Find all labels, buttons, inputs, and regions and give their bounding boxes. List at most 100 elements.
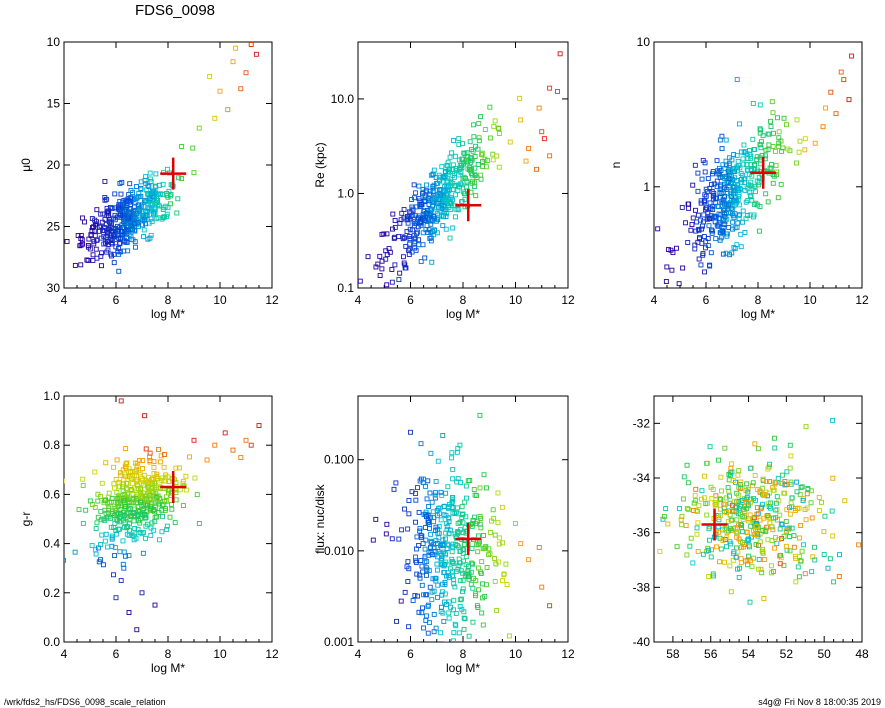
- data-point: [443, 193, 449, 199]
- data-point: [103, 510, 109, 516]
- data-point: [718, 182, 724, 188]
- data-point: [445, 541, 450, 547]
- data-point: [445, 524, 451, 530]
- data-point: [695, 520, 701, 526]
- data-point: [738, 244, 744, 250]
- data-point: [133, 184, 139, 189]
- data-point: [164, 523, 170, 529]
- data-point: [695, 212, 701, 218]
- data-point: [717, 137, 723, 143]
- data-point: [450, 466, 456, 472]
- data-point: [744, 162, 750, 168]
- data-point: [168, 501, 174, 507]
- data-point: [684, 552, 690, 558]
- data-point: [722, 526, 728, 531]
- data-point: [157, 459, 163, 465]
- data-point: [389, 267, 395, 272]
- data-point: [131, 227, 137, 233]
- data-point: [425, 630, 431, 636]
- data-point: [423, 210, 429, 216]
- data-point: [122, 213, 128, 219]
- data-point: [445, 159, 451, 165]
- data-point: [146, 184, 152, 189]
- data-point: [78, 236, 84, 241]
- data-point: [396, 536, 402, 542]
- data-point: [736, 522, 741, 528]
- data-point: [153, 184, 159, 190]
- data-point: [731, 188, 737, 194]
- data-point: [430, 203, 436, 209]
- data-point: [462, 616, 468, 622]
- x-tick-label: 4: [61, 293, 68, 307]
- data-point: [742, 230, 748, 235]
- data-point: [846, 97, 852, 103]
- data-point: [719, 146, 725, 152]
- data-point: [94, 255, 100, 261]
- data-point: [735, 158, 741, 164]
- data-point: [679, 522, 685, 528]
- data-point: [785, 146, 791, 152]
- data-point: [84, 257, 90, 263]
- data-point: [75, 233, 81, 238]
- data-point: [849, 53, 855, 59]
- data-point: [433, 479, 439, 484]
- data-point: [798, 558, 804, 564]
- data-point: [187, 454, 192, 460]
- y-tick-label: 1.0: [337, 186, 354, 200]
- data-point: [717, 237, 723, 243]
- data-point: [663, 506, 669, 512]
- data-point: [137, 470, 143, 476]
- data-point: [435, 594, 441, 600]
- data-point: [419, 610, 425, 616]
- data-point: [450, 172, 456, 178]
- data-point: [757, 142, 763, 148]
- data-point: [423, 227, 429, 233]
- data-point: [741, 544, 746, 550]
- data-point: [506, 633, 512, 639]
- data-point: [791, 533, 797, 539]
- data-point: [695, 508, 700, 514]
- data-point: [148, 525, 154, 531]
- data-point: [547, 85, 553, 91]
- data-point: [143, 523, 149, 529]
- data-point: [148, 232, 154, 238]
- data-point: [449, 505, 455, 511]
- data-point: [72, 262, 78, 268]
- data-point: [452, 584, 458, 590]
- data-point: [664, 264, 670, 270]
- data-point: [470, 585, 476, 591]
- data-point: [748, 523, 754, 529]
- data-point: [450, 495, 455, 501]
- data-point: [796, 149, 802, 155]
- y-tick-label: 25: [47, 220, 61, 234]
- data-point: [758, 127, 764, 133]
- data-point: [407, 246, 413, 252]
- data-point: [124, 525, 130, 531]
- data-point: [490, 151, 496, 157]
- data-point: [479, 152, 485, 158]
- data-point: [456, 157, 462, 163]
- data-point: [134, 482, 140, 488]
- data-point: [480, 595, 485, 601]
- data-point: [708, 554, 714, 560]
- data-point: [420, 480, 426, 486]
- data-point: [690, 182, 696, 188]
- data-point: [736, 468, 742, 474]
- data-point: [80, 476, 86, 482]
- data-point: [473, 593, 479, 599]
- data-point: [417, 526, 423, 531]
- data-point: [64, 239, 70, 244]
- data-point: [517, 95, 523, 101]
- data-point: [729, 250, 735, 256]
- data-point: [457, 442, 463, 448]
- data-point: [88, 233, 94, 239]
- data-point: [94, 237, 100, 243]
- data-point: [684, 506, 690, 512]
- data-point: [405, 220, 411, 226]
- data-point: [243, 70, 249, 76]
- data-point: [754, 511, 760, 517]
- data-point: [94, 207, 100, 213]
- data-point: [438, 517, 444, 523]
- x-tick-label: 50: [818, 647, 832, 661]
- data-point: [708, 250, 714, 256]
